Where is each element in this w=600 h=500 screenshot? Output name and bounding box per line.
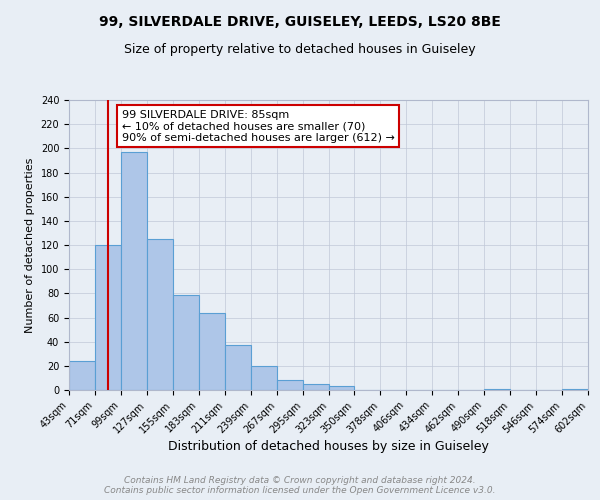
Bar [199,312,225,390]
Bar [484,389,510,390]
Text: Contains HM Land Registry data © Crown copyright and database right 2024.
Contai: Contains HM Land Registry data © Crown c… [104,476,496,495]
Bar [95,245,121,390]
Bar [69,361,95,390]
Bar [329,386,354,390]
Bar [225,346,251,390]
Bar [303,384,329,390]
X-axis label: Distribution of detached houses by size in Guiseley: Distribution of detached houses by size … [168,440,489,453]
Text: 99, SILVERDALE DRIVE, GUISELEY, LEEDS, LS20 8BE: 99, SILVERDALE DRIVE, GUISELEY, LEEDS, L… [99,15,501,29]
Bar [173,294,199,390]
Text: 99 SILVERDALE DRIVE: 85sqm
← 10% of detached houses are smaller (70)
90% of semi: 99 SILVERDALE DRIVE: 85sqm ← 10% of deta… [122,110,395,143]
Bar [147,239,173,390]
Bar [562,389,588,390]
Text: Size of property relative to detached houses in Guiseley: Size of property relative to detached ho… [124,42,476,56]
Y-axis label: Number of detached properties: Number of detached properties [25,158,35,332]
Bar [251,366,277,390]
Bar [277,380,303,390]
Bar [121,152,147,390]
